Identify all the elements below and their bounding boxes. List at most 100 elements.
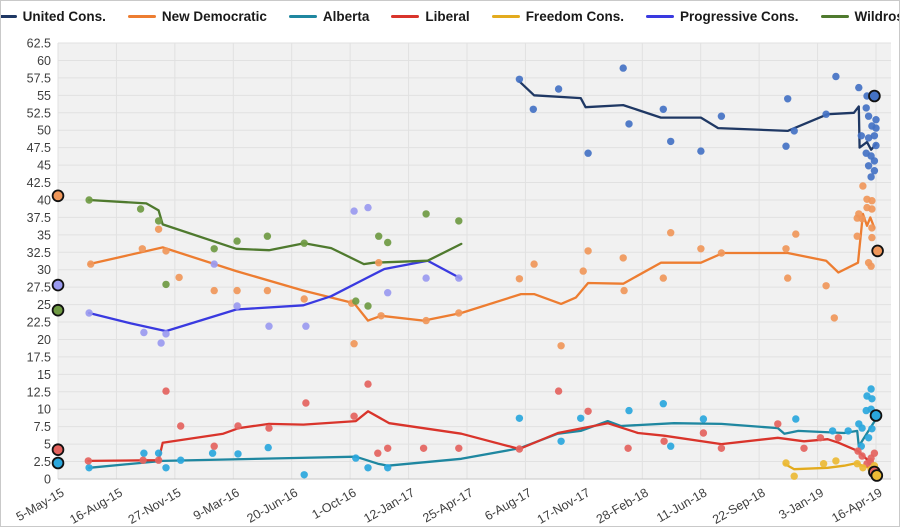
poll-point-wildrose <box>384 238 392 247</box>
poll-point-wildrose <box>263 232 272 240</box>
poll-point-freedom-cons <box>819 460 828 468</box>
y-axis-tick-label: 2.5 <box>34 455 51 469</box>
poll-point-united-cons <box>717 112 726 120</box>
y-axis-tick-label: 57.5 <box>27 71 51 85</box>
poll-point-alberta <box>868 425 876 433</box>
poll-point-new-democratic <box>455 309 463 317</box>
y-axis-tick-label: 7.5 <box>34 420 51 434</box>
election-result-marker-liberal <box>51 443 65 457</box>
poll-point-united-cons <box>872 141 880 150</box>
poll-point-united-cons <box>667 137 675 146</box>
poll-point-freedom-cons <box>832 457 840 465</box>
poll-point-united-cons <box>857 132 865 140</box>
poll-point-united-cons <box>832 72 840 81</box>
trend-line-alberta <box>87 417 878 469</box>
legend-item-wildrose: Wildrose <box>820 9 899 24</box>
poll-point-united-cons <box>872 116 880 124</box>
legend-line-swatch <box>127 15 156 18</box>
poll-point-liberal <box>834 434 843 442</box>
election-result-marker-alberta <box>51 456 65 470</box>
poll-point-wildrose <box>352 297 360 305</box>
x-axis-tick-label: 1-Oct-16 <box>310 485 359 521</box>
poll-point-united-cons <box>864 112 873 120</box>
x-axis-tick-label: 20-Jun-16 <box>244 485 300 525</box>
poll-point-new-democratic <box>868 197 876 205</box>
poll-point-freedom-cons <box>782 459 790 467</box>
poll-point-progressive-cons <box>85 309 93 317</box>
poll-point-liberal <box>154 456 163 464</box>
poll-point-new-democratic <box>830 314 838 322</box>
election-result-marker-new-democratic <box>51 189 65 203</box>
y-axis-tick-label: 35 <box>37 228 51 242</box>
poll-point-new-democratic <box>717 249 726 257</box>
x-axis-tick-label: 3-Jan-19 <box>776 485 826 522</box>
poll-point-alberta <box>792 415 800 423</box>
x-axis-tick-label: 5-May-15 <box>14 485 67 524</box>
poll-point-new-democratic <box>867 262 875 270</box>
poll-point-new-democratic <box>300 295 308 303</box>
legend-item-new-democratic: New Democratic <box>127 9 267 24</box>
y-axis-tick-label: 27.5 <box>27 281 51 295</box>
poll-point-united-cons <box>870 157 879 165</box>
poll-point-liberal <box>584 407 592 415</box>
x-axis-tick-label: 17-Nov-17 <box>535 485 593 526</box>
poll-point-new-democratic <box>859 182 867 190</box>
legend-label: Liberal <box>425 9 470 24</box>
election-result-marker-new-democratic <box>871 244 884 258</box>
poll-point-united-cons <box>862 104 870 112</box>
x-axis-tick-label: 12-Jan-17 <box>361 485 417 525</box>
y-axis-tick-label: 47.5 <box>27 141 51 155</box>
poll-point-united-cons <box>784 95 792 103</box>
poll-point-alberta <box>162 464 170 472</box>
poll-point-liberal <box>774 420 782 428</box>
x-axis-tick-label: 28-Feb-18 <box>594 485 651 526</box>
poll-point-alberta <box>868 395 876 403</box>
y-axis-tick-label: 22.5 <box>27 316 51 330</box>
poll-point-new-democratic <box>162 247 170 255</box>
poll-point-liberal <box>139 456 147 464</box>
poll-point-liberal <box>210 442 218 450</box>
legend-label: New Democratic <box>161 9 267 24</box>
x-axis-tick-label: 27-Nov-15 <box>126 485 184 526</box>
poll-point-new-democratic <box>659 274 667 282</box>
x-axis-tick-label: 25-Apr-17 <box>420 485 475 525</box>
poll-point-liberal <box>84 457 93 465</box>
y-axis-tick-label: 37.5 <box>27 211 51 225</box>
x-axis-tick-label: 16-Apr-19 <box>829 485 884 525</box>
poll-point-liberal <box>177 422 185 430</box>
x-axis-tick-label: 16-Aug-15 <box>67 485 125 526</box>
poll-point-new-democratic <box>175 273 183 282</box>
poll-point-progressive-cons <box>422 274 430 282</box>
poll-point-progressive-cons <box>455 274 463 282</box>
poll-point-wildrose <box>85 196 93 204</box>
poll-point-new-democratic <box>557 342 565 350</box>
poll-point-liberal <box>364 380 372 388</box>
poll-point-progressive-cons <box>162 330 170 338</box>
legend-item-united-cons: United Cons. <box>1 9 106 24</box>
plot-background <box>58 43 891 479</box>
poll-point-new-democratic <box>350 340 358 348</box>
y-axis-tick-label: 17.5 <box>27 350 51 364</box>
y-axis-tick-label: 32.5 <box>27 246 51 260</box>
poll-point-liberal <box>419 444 428 452</box>
x-axis-tick-label: 11-Jun-18 <box>654 485 709 525</box>
election-result-marker-progressive-cons <box>51 278 65 292</box>
poll-point-alberta <box>85 464 93 472</box>
poll-point-freedom-cons <box>790 472 798 480</box>
y-axis-tick-label: 45 <box>37 159 51 173</box>
trend-line-wildrose <box>87 198 463 266</box>
poll-point-liberal <box>374 449 382 457</box>
poll-point-new-democratic <box>868 233 876 242</box>
poll-point-progressive-cons <box>265 322 273 330</box>
poll-point-united-cons <box>529 105 537 114</box>
poll-point-new-democratic <box>515 275 524 283</box>
poll-point-progressive-cons <box>364 203 372 212</box>
poll-point-alberta <box>864 434 873 442</box>
poll-point-united-cons <box>864 134 873 142</box>
legend-item-freedom-cons: Freedom Cons. <box>491 9 624 24</box>
poll-point-liberal <box>162 387 170 395</box>
trend-line-new-democratic <box>87 212 876 322</box>
poll-point-united-cons <box>872 124 880 132</box>
